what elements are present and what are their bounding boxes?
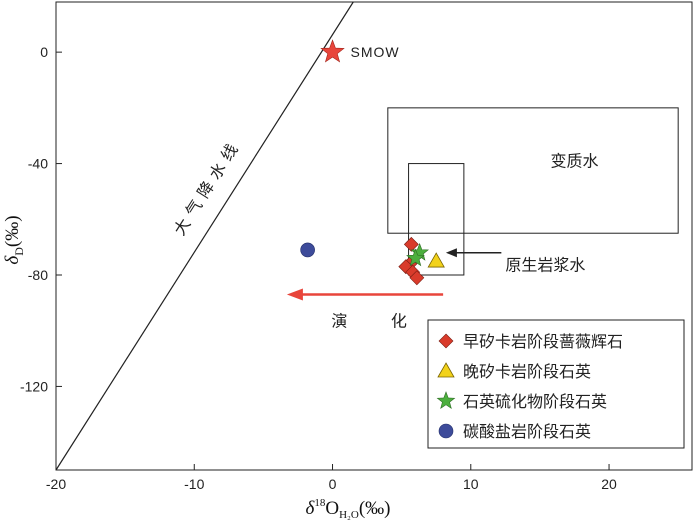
legend-label: 石英硫化物阶段石英 [463,392,607,411]
plot-frame [55,1,693,471]
meteoric-water-line [55,1,354,471]
y-tick-label: 0 [40,44,48,60]
diamond-data-point [409,270,425,286]
metamorphic-water-label: 变质水 [550,151,598,170]
evolution-label-1: 演 [331,312,347,331]
x-axis-label: δ18OH₂O(‰) [306,497,391,521]
circle-data-point [300,242,315,258]
y-axis-label-unit: (‰) [2,215,23,247]
x-tick-label: 0 [329,476,337,492]
metamorphic-water-field [387,107,679,234]
evolution-label-2: 化 [391,312,407,331]
x-tick-label: 20 [601,476,617,492]
legend-star-marker [436,391,456,409]
x-axis-label-base: δ [306,498,316,519]
y-tick-label: -120 [20,378,48,394]
diamond-data-point [403,236,419,252]
axis-ticks: -20 -10 0 10 20 0 -40 -80 -120 [20,44,617,492]
x-tick-label: -20 [46,476,66,492]
smow-star-marker [320,39,345,63]
x-axis-label-sup: 18 [314,497,326,509]
x-axis-label-sub: H₂O [339,509,359,521]
legend-box [427,319,685,449]
legend-triangle-marker [437,362,455,378]
y-tick-label: -40 [28,156,48,172]
smow-label: SMOW [351,44,400,60]
x-tick-label: -10 [184,476,204,492]
star-data-point [406,248,425,267]
y-axis-label-base: δ [2,255,23,265]
legend-label: 碳酸盐岩阶段石英 [463,422,591,441]
legend-diamond-marker [438,333,454,349]
legend-label: 晚矽卡岩阶段石英 [463,362,591,381]
evolution-arrow-head [286,288,303,301]
y-tick-label: -80 [28,267,48,283]
meteoric-water-line-label: 大气降水线 [170,136,245,239]
triangle-data-point [427,252,445,268]
legend-label: 早矽卡岩阶段蔷薇辉石 [463,332,623,351]
magmatic-water-arrow-head [445,248,457,258]
magmatic-water-label: 原生岩浆水 [505,256,585,275]
y-axis-label-sub: D [12,247,26,256]
legend-circle-marker [438,423,454,439]
magmatic-water-field [408,163,465,276]
y-axis-label: δD(‰) [2,215,26,264]
x-axis-label-unit: (‰) [359,498,391,519]
x-tick-label: 10 [463,476,479,492]
x-axis-label-main: O [325,498,339,519]
